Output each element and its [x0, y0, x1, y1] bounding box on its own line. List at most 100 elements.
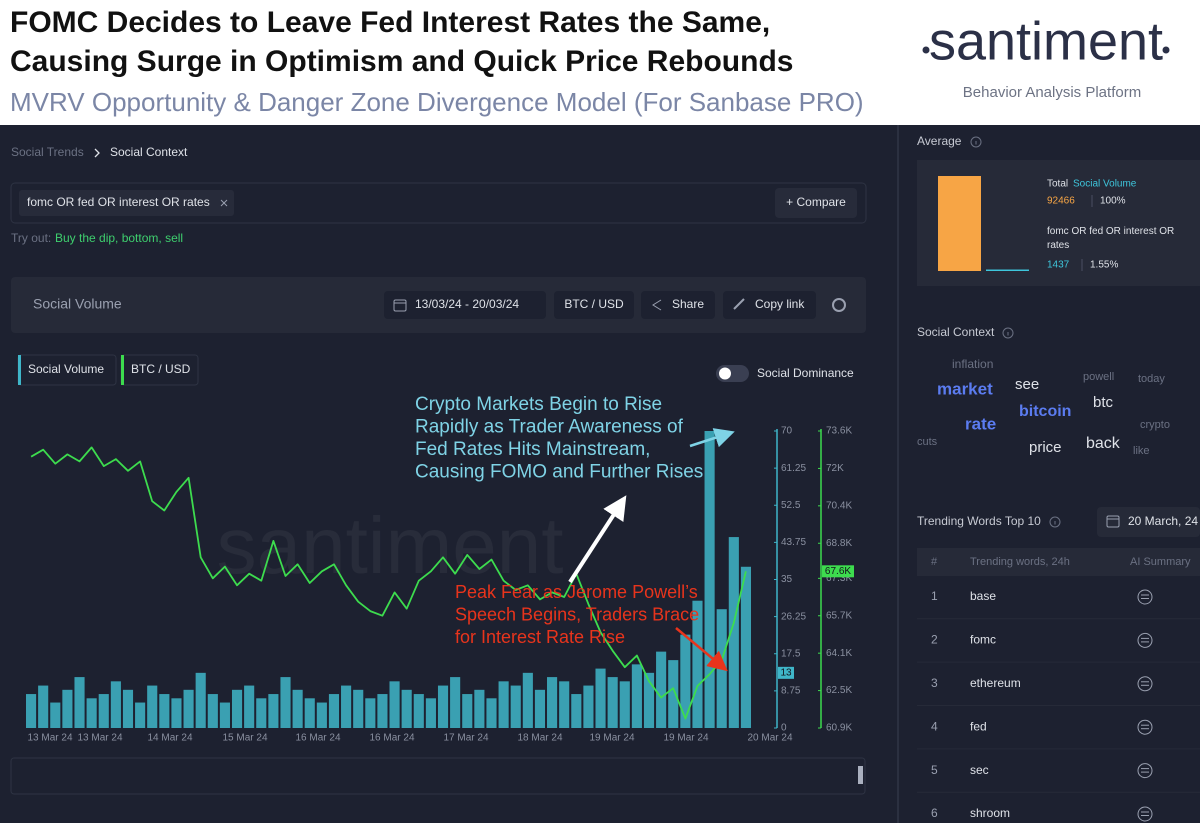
watermark: santiment: [217, 501, 564, 590]
x-tick-label: 18 Mar 24: [517, 733, 562, 744]
annotation-arrow: [568, 495, 627, 584]
total-value: 92466: [1047, 196, 1075, 207]
volume-bar: [401, 689, 412, 728]
compare-button[interactable]: [775, 188, 857, 218]
query-value: 1437: [1047, 260, 1070, 271]
column-header: AI Summary: [1130, 556, 1191, 568]
y-tick-label: 43.75: [781, 537, 806, 548]
context-word: bitcoin: [1019, 403, 1071, 420]
volume-bar: [50, 702, 61, 728]
query-pct: 1.55%: [1090, 260, 1118, 271]
volume-bar: [510, 685, 521, 728]
price-line: [30, 446, 747, 720]
x-tick-label: 17 Mar 24: [443, 733, 488, 744]
volume-bar: [704, 431, 715, 728]
y2-tick-label: 62.5K: [826, 685, 852, 696]
volume-bar: [631, 664, 642, 728]
pair-button[interactable]: [554, 291, 634, 319]
volume-bar: [26, 694, 37, 728]
volume-bar: [377, 694, 388, 728]
volume-bar: [74, 677, 85, 728]
date-button[interactable]: [1097, 507, 1200, 537]
chip-close: [220, 199, 228, 207]
volume-bar: [559, 681, 570, 728]
volume-bar: [219, 702, 230, 728]
info-icon: [1049, 516, 1061, 528]
rank: 3: [931, 676, 938, 690]
trending-date: 20 March, 24: [1128, 514, 1198, 528]
volume-bar: [498, 681, 509, 728]
total-label: Total: [1047, 179, 1068, 190]
volume-bar: [159, 694, 170, 728]
volume-bar: [668, 660, 679, 728]
context-word: crypto: [1140, 419, 1170, 431]
y-tick-label: 26.25: [781, 611, 806, 622]
query-chip: [19, 190, 234, 216]
section-title: Social Context: [917, 325, 995, 339]
navigator[interactable]: [10, 757, 866, 795]
ai-summary-icon[interactable]: [1137, 719, 1153, 735]
volume-bar: [619, 681, 630, 728]
x-tick-label: 16 Mar 24: [295, 733, 340, 744]
rank: 5: [931, 763, 938, 777]
annotation-rise: Rapidly as Trader Awareness of: [415, 417, 684, 438]
ai-summary-icon[interactable]: [1137, 676, 1153, 692]
volume-bar: [389, 681, 400, 728]
volume-bar: [38, 685, 49, 728]
volume-bar: [583, 685, 594, 728]
context-word: inflation: [952, 357, 993, 371]
volume-bar: [522, 672, 533, 728]
context-word: today: [1138, 373, 1165, 385]
ai-summary-icon[interactable]: [1137, 589, 1153, 605]
context-word: see: [1015, 376, 1039, 393]
volume-bar: [328, 694, 340, 728]
volume-bar: [474, 689, 485, 728]
settings-icon[interactable]: [832, 298, 846, 312]
volume-bar: [353, 689, 364, 728]
price-badge-label: 67.6K: [825, 566, 851, 577]
annotation-rise: Crypto Markets Begin to Rise: [415, 394, 662, 415]
context-word: back: [1086, 435, 1121, 452]
breadcrumb-chevron: [94, 148, 100, 158]
ai-summary-icon[interactable]: [1137, 632, 1153, 648]
legend-swatch: [121, 355, 124, 385]
volume-bar: [110, 681, 121, 728]
share-button[interactable]: [641, 291, 715, 319]
context-word: like: [1133, 445, 1150, 457]
y2-tick-label: 72K: [826, 463, 844, 474]
volume-bar: [728, 537, 739, 728]
rank: 4: [931, 719, 938, 733]
copy-button[interactable]: [723, 291, 816, 319]
link-icon: [733, 298, 745, 310]
x-tick-label: 14 Mar 24: [147, 733, 192, 744]
volume-bar: [486, 698, 497, 728]
rank: 2: [931, 633, 938, 647]
date-button[interactable]: [384, 291, 546, 319]
context-word: price: [1029, 439, 1062, 456]
logo-dot: [922, 46, 930, 54]
rank: 1: [931, 589, 938, 603]
ai-summary-icon[interactable]: [1137, 806, 1153, 822]
ai-summary-icon[interactable]: [1137, 763, 1153, 779]
average-bar: [986, 269, 1029, 271]
y2-tick-label: 60.9K: [826, 723, 852, 734]
volume-bar: [341, 685, 352, 728]
x-tick-label: 19 Mar 24: [663, 733, 708, 744]
subtitle: MVRV Opportunity & Danger Zone Divergenc…: [10, 87, 864, 117]
copy-label: Copy link: [755, 297, 805, 311]
annotation-rise: Causing FOMO and Further Rises: [415, 462, 703, 483]
y-tick-label: 61.25: [781, 463, 806, 474]
y-tick-label: 0: [781, 723, 787, 734]
context-word: btc: [1093, 394, 1114, 411]
y-tick-label: 17.5: [781, 648, 801, 659]
volume-bar: [207, 694, 218, 728]
volume-bar: [244, 685, 255, 728]
volume-badge: [778, 666, 794, 679]
calendar-icon: [393, 299, 407, 312]
annotation-rise: Fed Rates Hits Mainstream,: [415, 439, 650, 460]
navigator-handle[interactable]: [858, 766, 863, 784]
try-label: Try out:: [11, 231, 51, 245]
x-tick-label: 16 Mar 24: [369, 733, 414, 744]
title: Causing Surge in Optimism and Quick Pric…: [10, 45, 793, 78]
